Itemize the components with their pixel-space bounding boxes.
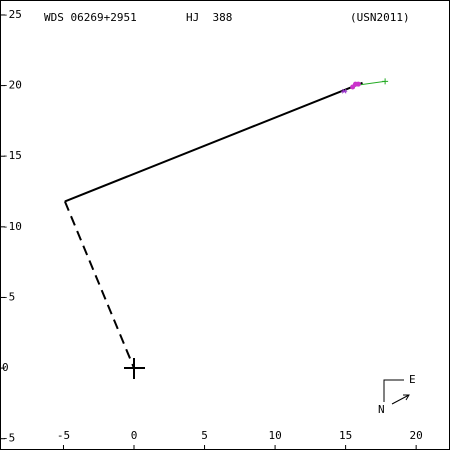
- x-tick-label: 5: [201, 429, 208, 442]
- y-tick-label: -25: [2, 8, 22, 21]
- wds-id: WDS 06269+2951: [44, 11, 137, 24]
- orbit-line: [63, 201, 135, 369]
- plus-marker: [382, 78, 389, 85]
- y-tick-label: 0: [2, 361, 9, 374]
- x-tick-label: 10: [268, 429, 281, 442]
- y-tick-label: -15: [2, 149, 22, 162]
- y-tick-label: -10: [2, 220, 22, 233]
- compass-arrowhead: [403, 394, 410, 401]
- observation: [355, 81, 361, 87]
- orbit-line: [64, 81, 363, 203]
- reference: (USN2011): [350, 11, 410, 24]
- compass-north: N: [378, 403, 385, 416]
- x-tick-label: -5: [57, 429, 70, 442]
- origin-cross: [124, 358, 145, 379]
- star-marker: [341, 88, 348, 94]
- compass-axes: [383, 379, 404, 402]
- star-name: HJ 388: [186, 11, 232, 24]
- y-tick-label: -5: [2, 290, 15, 303]
- x-tick-label: 0: [131, 429, 138, 442]
- y-tick-label: -20: [2, 79, 22, 92]
- y-tick-label: -5: [2, 432, 15, 445]
- compass: [383, 379, 410, 405]
- compass-east: E: [409, 373, 416, 386]
- x-tick-label: 20: [410, 429, 423, 442]
- compass-arrow: [391, 394, 410, 405]
- x-tick-label: 15: [339, 429, 352, 442]
